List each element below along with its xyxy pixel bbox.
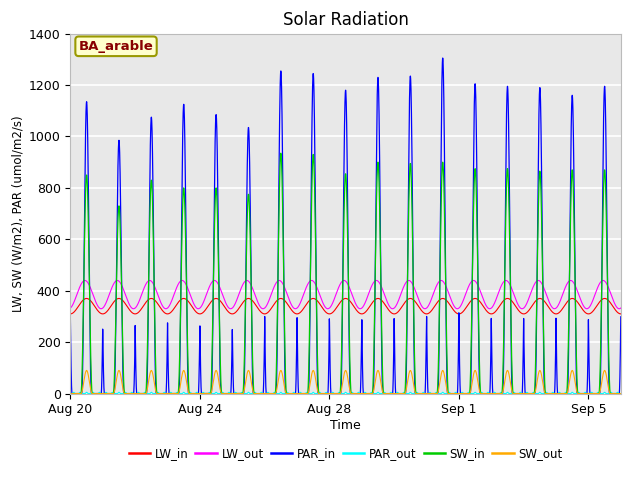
SW_in [67,391,74,396]
SW_in [154,391,162,396]
LW_in [617,311,625,317]
PAR_in [439,55,447,61]
LW_in [404,296,412,302]
Line: SW_out: SW_out [70,371,621,394]
Line: LW_out: LW_out [70,280,621,309]
LW_in [399,302,406,308]
LW_in [83,296,90,301]
Line: SW_in: SW_in [70,153,621,394]
PAR_out [399,390,406,396]
SW_out [67,391,74,396]
PAR_in [404,163,412,168]
Line: PAR_in: PAR_in [70,58,621,394]
LW_in [460,308,468,314]
Line: LW_in: LW_in [70,299,621,314]
PAR_out [404,391,412,396]
PAR_out [181,391,189,396]
SW_out [154,391,162,396]
SW_out [460,391,467,396]
SW_out [116,372,124,378]
SW_in [181,214,189,219]
Y-axis label: LW, SW (W/m2), PAR (umol/m2/s): LW, SW (W/m2), PAR (umol/m2/s) [12,115,24,312]
SW_in [277,150,285,156]
PAR_out [116,391,124,396]
LW_in [154,301,162,307]
SW_out [399,391,406,396]
LW_out [81,277,89,283]
LW_out [460,296,468,302]
X-axis label: Time: Time [330,419,361,432]
LW_out [182,280,189,286]
Legend: LW_in, LW_out, PAR_in, PAR_out, SW_in, SW_out: LW_in, LW_out, PAR_in, PAR_out, SW_in, S… [124,443,567,465]
LW_out [405,277,413,283]
SW_in [617,391,625,396]
SW_out [404,373,412,379]
PAR_in [617,314,625,320]
LW_out [617,305,625,311]
SW_out [181,371,189,376]
SW_in [399,391,406,396]
LW_out [67,305,74,311]
Title: Solar Radiation: Solar Radiation [283,11,408,29]
PAR_in [67,318,74,324]
PAR_in [460,391,468,396]
PAR_in [68,391,76,396]
PAR_out [460,391,468,396]
LW_in [67,311,74,317]
SW_out [601,368,609,373]
Line: PAR_out: PAR_out [70,392,621,394]
PAR_out [154,390,162,396]
LW_out [399,286,407,291]
PAR_in [154,391,162,396]
SW_in [116,237,124,243]
LW_out [154,293,162,299]
SW_in [404,210,412,216]
Text: BA_arable: BA_arable [79,40,154,53]
LW_out [117,281,125,287]
SW_in [460,391,468,396]
SW_out [617,391,625,396]
PAR_in [117,206,125,212]
PAR_in [181,163,189,169]
LW_in [117,296,125,302]
PAR_out [67,391,74,396]
LW_in [181,296,189,301]
PAR_out [617,391,625,396]
LW_out [97,306,105,312]
PAR_out [271,389,278,395]
PAR_in [399,391,406,396]
